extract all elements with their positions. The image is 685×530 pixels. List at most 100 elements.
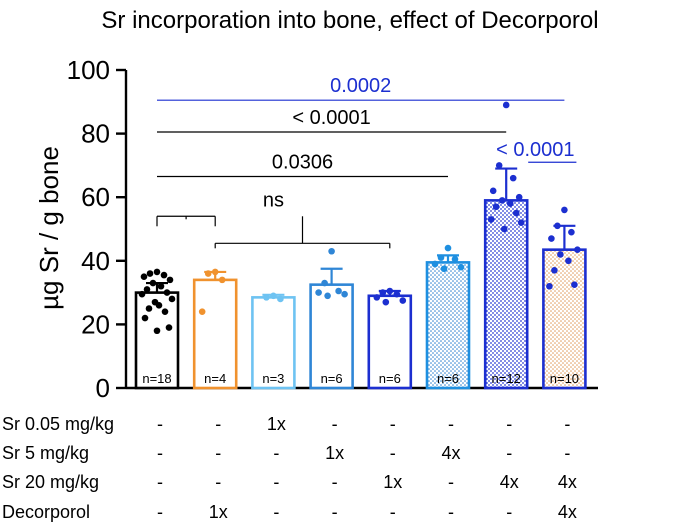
treatment-cell: -: [506, 443, 512, 463]
data-point: [489, 187, 497, 195]
data-point: [140, 273, 148, 281]
n-label: n=18: [142, 371, 171, 386]
bar: [542, 248, 587, 390]
data-point: [263, 294, 270, 301]
bars: [134, 167, 587, 390]
data-point: [561, 206, 568, 214]
treatment-row-label: Sr 5 mg/kg: [2, 443, 89, 463]
data-point: [500, 225, 508, 233]
treatment-cell: -: [215, 443, 221, 463]
treatment-cell: -: [564, 414, 570, 434]
n-label: n=10: [550, 371, 579, 386]
y-tick-label: 60: [81, 182, 110, 212]
treatment-cell: -: [448, 502, 454, 522]
data-point: [161, 308, 169, 315]
data-point: [512, 209, 520, 217]
data-point: [163, 289, 171, 296]
data-point: [457, 263, 465, 271]
comparison-label: ns: [263, 189, 284, 211]
data-point: [168, 295, 176, 303]
n-label: n=6: [379, 371, 401, 386]
treatment-cell: -: [506, 502, 512, 522]
treatment-table: Sr 0.05 mg/kg - - 1x - - - - - Sr 5 mg/kg - - - 1x - 4x…: [2, 414, 577, 522]
bar: [425, 261, 471, 390]
significance-comparisons: 0.0002 < 0.0001 < 0.0001 0.0306 ns: [156, 75, 577, 249]
treatment-cell: -: [448, 472, 454, 492]
y-axis-label: µg Sr / g bone: [34, 146, 64, 310]
treatment-cell: 4x: [558, 502, 577, 522]
data-point: [379, 289, 387, 296]
n-label: n=3: [262, 371, 284, 386]
data-point: [218, 276, 226, 284]
bar: [483, 199, 529, 390]
treatment-cell: -: [215, 472, 221, 492]
treatment-cell: -: [332, 472, 338, 492]
treatment-cell: -: [390, 502, 396, 522]
n-label: n=6: [321, 371, 343, 386]
treatment-cell: -: [273, 472, 279, 492]
data-point: [554, 222, 561, 230]
treatment-cell: -: [564, 443, 570, 463]
data-point: [515, 193, 523, 201]
data-point: [568, 228, 575, 236]
data-point: [204, 270, 212, 277]
data-point: [155, 302, 163, 309]
data-point: [451, 255, 459, 263]
treatment-cell: -: [157, 502, 163, 522]
treatment-cell: -: [157, 472, 163, 492]
treatment-cell: 1x: [267, 414, 286, 434]
data-point: [565, 257, 572, 265]
data-point: [444, 244, 452, 252]
bar: [309, 283, 354, 390]
data-point: [437, 254, 445, 261]
treatment-cell: 1x: [383, 472, 402, 492]
data-point: [574, 246, 581, 253]
data-point: [141, 314, 149, 322]
comparison-label: < 0.0001: [496, 139, 574, 161]
y-tick-label: 0: [96, 373, 110, 403]
n-label: n=6: [437, 371, 459, 386]
chart-title: Sr incorporation into bone, effect of De…: [101, 7, 598, 34]
data-point: [145, 305, 153, 312]
bar: [134, 291, 180, 390]
treatment-row-label: Sr 0.05 mg/kg: [2, 414, 114, 434]
treatment-row-label: Decorporol: [2, 502, 90, 522]
treatment-cell: 4x: [500, 472, 519, 492]
data-point: [487, 216, 495, 223]
data-point: [382, 298, 390, 306]
y-tick-label: 80: [81, 119, 110, 149]
data-point: [546, 282, 553, 290]
comparison-label: 0.0002: [330, 75, 391, 97]
treatment-cell: -: [506, 414, 512, 434]
data-point: [557, 251, 564, 258]
treatment-cell: -: [273, 443, 279, 463]
treatment-cell: 4x: [558, 472, 577, 492]
data-point: [270, 292, 277, 300]
data-point: [328, 247, 335, 255]
treatment-row-label: Sr 20 mg/kg: [2, 472, 99, 492]
comparison-label: 0.0306: [272, 152, 333, 174]
data-point: [341, 290, 348, 298]
comparison-label: < 0.0001: [292, 107, 370, 129]
data-point: [431, 260, 439, 268]
treatment-cell: -: [448, 414, 454, 434]
data-point: [166, 276, 174, 284]
data-point: [399, 297, 407, 304]
treatment-cell: 4x: [441, 443, 460, 463]
data-point: [153, 327, 161, 335]
data-point: [495, 162, 503, 169]
data-point: [548, 235, 555, 242]
n-label: n=12: [492, 371, 521, 386]
data-point: [551, 267, 558, 274]
treatment-cell: 1x: [325, 443, 344, 463]
treatment-cell: -: [332, 414, 338, 434]
y-tick-label: 20: [81, 309, 110, 339]
data-point: [509, 174, 517, 182]
data-point: [492, 203, 500, 211]
data-point: [277, 295, 284, 303]
y-tick-label: 40: [81, 246, 110, 276]
treatment-cell: -: [157, 414, 163, 434]
data-point: [160, 271, 168, 279]
